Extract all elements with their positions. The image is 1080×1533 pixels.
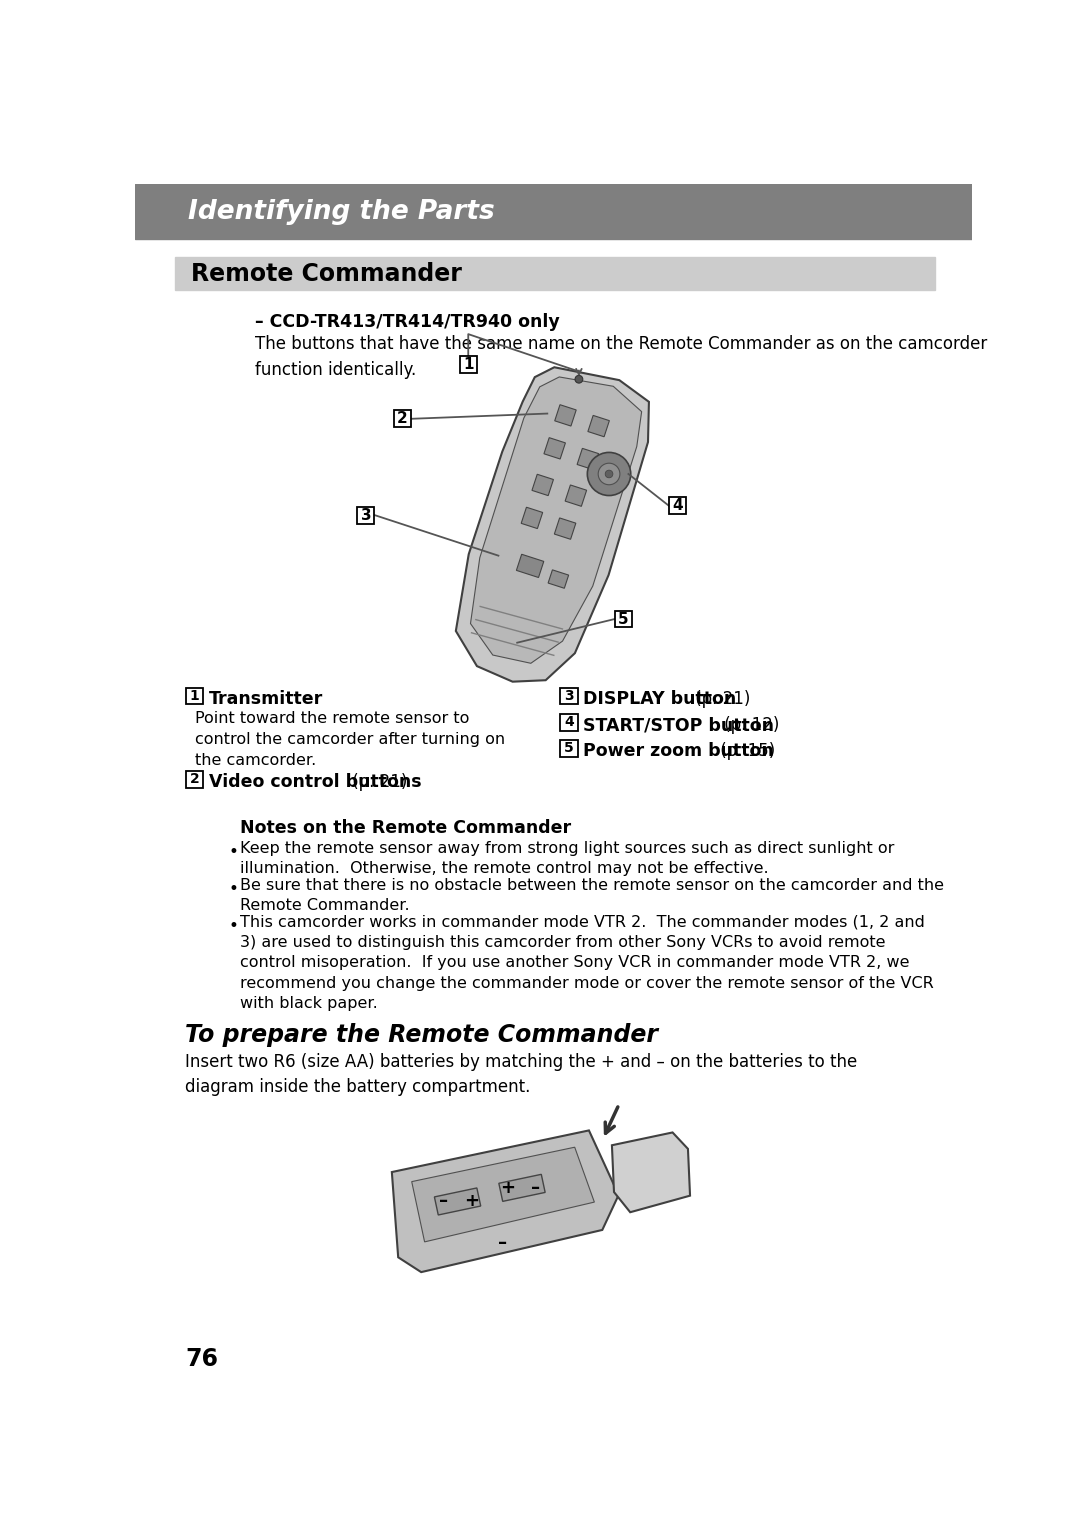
Text: (p. 15): (p. 15) xyxy=(715,742,775,760)
Text: – CCD-TR413/TR414/TR940 only: – CCD-TR413/TR414/TR940 only xyxy=(255,313,559,331)
Text: –: – xyxy=(531,1179,540,1197)
Polygon shape xyxy=(411,1147,594,1242)
Text: This camcorder works in commander mode VTR 2.  The commander modes (1, 2 and
3) : This camcorder works in commander mode V… xyxy=(240,915,933,1012)
Polygon shape xyxy=(516,555,544,578)
Text: Power zoom button: Power zoom button xyxy=(583,742,773,760)
Circle shape xyxy=(588,452,631,495)
Polygon shape xyxy=(456,368,649,682)
Text: 1: 1 xyxy=(463,357,473,373)
Text: •: • xyxy=(229,917,239,935)
Text: Point toward the remote sensor to
control the camcorder after turning on
the cam: Point toward the remote sensor to contro… xyxy=(194,711,504,768)
Text: The buttons that have the same name on the Remote Commander as on the camcorder
: The buttons that have the same name on t… xyxy=(255,334,987,379)
FancyBboxPatch shape xyxy=(561,687,578,705)
Text: Transmitter: Transmitter xyxy=(208,690,323,708)
Text: 4: 4 xyxy=(564,716,573,730)
Text: Notes on the Remote Commander: Notes on the Remote Commander xyxy=(240,819,570,837)
Text: +: + xyxy=(464,1193,480,1211)
FancyBboxPatch shape xyxy=(615,610,632,627)
Text: Video control buttons: Video control buttons xyxy=(208,773,421,791)
Circle shape xyxy=(605,471,613,478)
Text: 5: 5 xyxy=(564,742,573,756)
Text: (p. 21): (p. 21) xyxy=(690,690,751,708)
Text: +: + xyxy=(500,1179,515,1197)
Text: To prepare the Remote Commander: To prepare the Remote Commander xyxy=(186,1023,659,1047)
Text: 1: 1 xyxy=(190,688,200,704)
FancyBboxPatch shape xyxy=(669,497,686,514)
Polygon shape xyxy=(499,1174,545,1202)
Text: 3: 3 xyxy=(361,507,372,523)
Text: (p. 21): (p. 21) xyxy=(347,773,407,791)
Circle shape xyxy=(598,463,620,484)
Text: –: – xyxy=(440,1193,448,1211)
Polygon shape xyxy=(544,437,566,458)
Text: •: • xyxy=(229,843,239,862)
Circle shape xyxy=(575,376,583,383)
Text: 4: 4 xyxy=(672,498,683,514)
Text: DISPLAY button: DISPLAY button xyxy=(583,690,737,708)
Text: 2: 2 xyxy=(190,773,200,786)
Bar xyxy=(175,258,935,290)
Polygon shape xyxy=(549,570,569,589)
Polygon shape xyxy=(532,474,553,495)
Polygon shape xyxy=(554,518,576,540)
Polygon shape xyxy=(555,405,577,426)
Bar xyxy=(135,184,972,239)
Text: Keep the remote sensor away from strong light sources such as direct sunlight or: Keep the remote sensor away from strong … xyxy=(240,840,894,877)
FancyBboxPatch shape xyxy=(561,740,578,757)
Polygon shape xyxy=(392,1130,619,1272)
FancyBboxPatch shape xyxy=(394,411,410,428)
Polygon shape xyxy=(471,377,642,664)
FancyBboxPatch shape xyxy=(357,506,375,524)
Text: –: – xyxy=(498,1234,507,1252)
Text: START/STOP button: START/STOP button xyxy=(583,716,774,734)
Text: Identifying the Parts: Identifying the Parts xyxy=(188,199,495,225)
Text: 2: 2 xyxy=(397,411,408,426)
Polygon shape xyxy=(565,484,586,506)
Polygon shape xyxy=(577,448,598,469)
Text: 76: 76 xyxy=(186,1346,218,1371)
Text: 3: 3 xyxy=(564,688,573,704)
Polygon shape xyxy=(434,1188,481,1216)
FancyBboxPatch shape xyxy=(460,357,476,374)
FancyBboxPatch shape xyxy=(186,771,203,788)
FancyBboxPatch shape xyxy=(186,687,203,705)
FancyBboxPatch shape xyxy=(561,714,578,731)
Polygon shape xyxy=(588,415,609,437)
Text: Remote Commander: Remote Commander xyxy=(191,262,461,285)
Text: Be sure that there is no obstacle between the remote sensor on the camcorder and: Be sure that there is no obstacle betwee… xyxy=(240,878,944,914)
Text: •: • xyxy=(229,880,239,898)
Text: 5: 5 xyxy=(618,612,629,627)
Polygon shape xyxy=(522,507,542,529)
Text: Insert two R6 (size AA) batteries by matching the + and – on the batteries to th: Insert two R6 (size AA) batteries by mat… xyxy=(186,1053,858,1096)
Polygon shape xyxy=(612,1133,690,1213)
Text: (p. 12): (p. 12) xyxy=(718,716,779,734)
